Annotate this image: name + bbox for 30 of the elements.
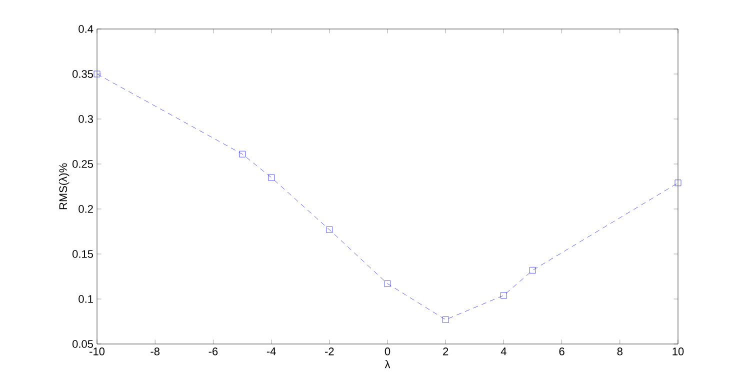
x-tick-label: -2	[325, 348, 334, 356]
x-tick-label: -4	[266, 348, 276, 356]
x-tick-label: -10	[90, 348, 105, 356]
x-tick-label: 2	[443, 348, 448, 356]
point	[326, 226, 333, 233]
point	[94, 70, 100, 78]
x-tick-label: 8	[617, 348, 622, 356]
y-tick-label: 0.1	[78, 295, 93, 303]
point	[530, 266, 536, 274]
point	[500, 292, 507, 299]
y-tick-label: 0.3	[78, 115, 93, 123]
point	[674, 180, 682, 186]
point	[239, 150, 246, 158]
y-tick-label: 0.15	[72, 250, 94, 258]
y-axis-title: RMS(λ)%	[58, 163, 70, 210]
y-tick-label: 0.2	[78, 205, 93, 213]
point	[384, 280, 391, 287]
x-tick-label: -6	[208, 348, 218, 356]
x-tick-label: 4	[500, 348, 506, 356]
y-tick-label: 0.35	[72, 70, 94, 78]
x-tick-label: 6	[559, 348, 564, 356]
point	[442, 316, 449, 323]
x-tick-label: 0	[384, 348, 390, 356]
x-tick-label: 10	[672, 348, 684, 356]
x-tick-label: -8	[150, 348, 160, 356]
y-tick-label: 0.4	[78, 25, 94, 33]
point	[268, 174, 275, 181]
x-axis-title: λ	[384, 360, 390, 368]
y-tick-label: 0.25	[72, 160, 94, 168]
y-tick-label: 0.05	[72, 340, 94, 348]
